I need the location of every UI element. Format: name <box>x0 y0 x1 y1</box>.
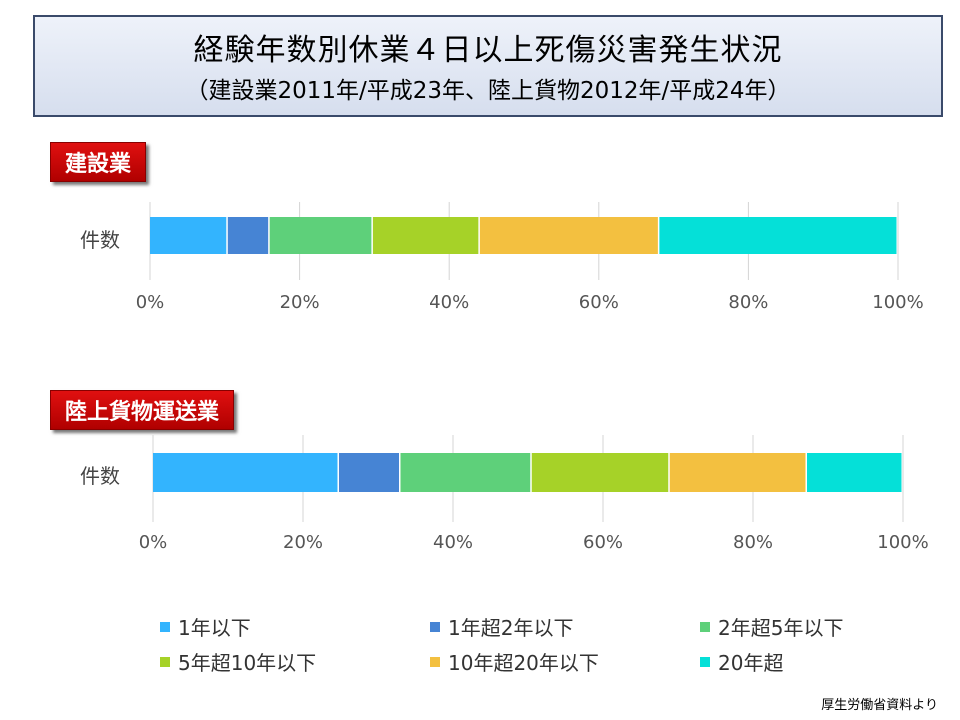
x-tick-label: 20% <box>282 532 324 553</box>
chart-svg <box>149 202 899 280</box>
title: 経験年数別休業４日以上死傷災害発生状況 <box>193 33 783 68</box>
legend-label: 2年超5年以下 <box>718 616 844 640</box>
x-tick-label: 40% <box>432 532 474 553</box>
source-note: 厚生労働省資料より <box>821 698 938 713</box>
legend-item: 1年超2年以下 <box>430 612 700 641</box>
legend-label: 1年超2年以下 <box>448 616 574 640</box>
x-tick-label: 0% <box>138 532 168 553</box>
legend-swatch <box>160 621 170 632</box>
legend-item: 1年以下 <box>160 612 430 641</box>
category-label: 件数 <box>80 464 120 488</box>
bar-segment <box>269 217 372 254</box>
x-tick-label: 60% <box>578 292 619 313</box>
legend-swatch <box>430 656 440 667</box>
legend-swatch <box>700 656 710 667</box>
category-label: 件数 <box>80 228 120 252</box>
x-tick-label: 100% <box>872 292 924 313</box>
legend-label: 10年超20年以下 <box>448 651 599 675</box>
legend-label: 20年超 <box>718 651 784 675</box>
bar-segment <box>531 453 669 492</box>
legend: 1年以下 1年超2年以下 2年超5年以下 5年超10年以下 10年超20年以下 20年超 <box>160 612 920 676</box>
legend-swatch <box>430 621 440 632</box>
legend-label: 5年超10年以下 <box>178 651 317 675</box>
bar-segment <box>227 217 269 254</box>
subtitle: （建設業2011年/平成23年、陸上貨物2012年/平成24年） <box>185 78 791 104</box>
title-box: 経験年数別休業４日以上死傷災害発生状況 （建設業2011年/平成23年、陸上貨物… <box>33 15 943 117</box>
x-tick-label: 60% <box>582 532 624 553</box>
x-tick-label: 40% <box>429 292 470 313</box>
bar-segment <box>669 453 806 492</box>
legend-item: 2年超5年以下 <box>700 612 920 641</box>
legend-item: 10年超20年以下 <box>430 647 700 676</box>
bar-segment <box>339 453 399 492</box>
bar-segment <box>807 453 902 492</box>
x-tick-label: 100% <box>877 532 929 553</box>
x-tick-label: 0% <box>135 292 165 313</box>
legend-item: 5年超10年以下 <box>160 647 430 676</box>
legend-item: 20年超 <box>700 647 920 676</box>
section-label-construction: 建設業 <box>50 142 147 182</box>
chart-svg <box>152 435 904 522</box>
legend-swatch <box>700 621 710 632</box>
legend-label: 1年以下 <box>178 616 251 640</box>
section-label-freight: 陸上貨物運送業 <box>50 390 235 430</box>
bar-segment <box>400 453 531 492</box>
x-tick-label: 80% <box>728 292 769 313</box>
bar-segment <box>372 217 479 254</box>
bar-segment <box>153 453 338 492</box>
x-tick-label: 20% <box>279 292 320 313</box>
bar-segment <box>150 217 227 254</box>
bar-segment <box>479 217 658 254</box>
legend-swatch <box>160 656 170 667</box>
bar-segment <box>659 217 897 254</box>
x-tick-label: 80% <box>732 532 774 553</box>
